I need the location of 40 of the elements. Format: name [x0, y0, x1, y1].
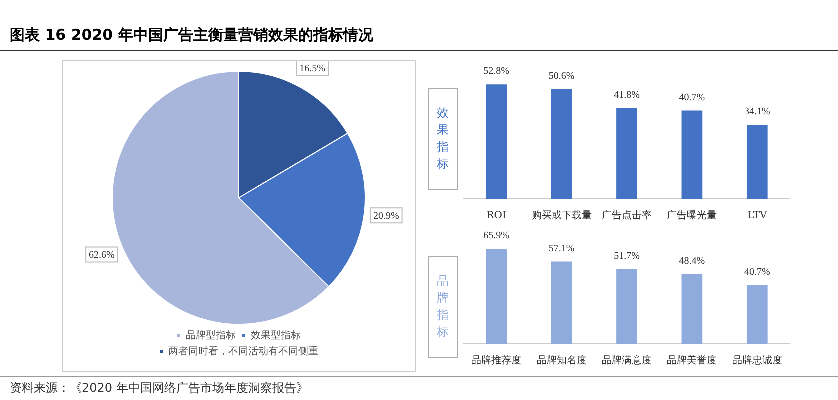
- bar: [746, 125, 768, 199]
- data-label: 52.8%: [484, 66, 510, 78]
- data-label: 41.8%: [614, 90, 640, 102]
- x-tick-label: 品牌知名度: [536, 354, 587, 367]
- x-tick-label: 品牌忠诚度: [732, 354, 782, 367]
- data-label: 51.7%: [614, 251, 640, 262]
- chart-title: 图表 16 2020 年中国广告主衡量营销效果的指标情况: [10, 26, 374, 45]
- data-label: 62.6%: [89, 250, 115, 261]
- data-label: 57.1%: [548, 243, 575, 254]
- legend-label: 品牌型指标: [186, 330, 236, 342]
- data-label: 65.9%: [484, 230, 510, 242]
- bar: [486, 249, 508, 344]
- x-tick-label: 品牌推荐度: [472, 354, 522, 367]
- x-tick-label: 品牌美誉度: [667, 354, 718, 367]
- bar: [486, 84, 508, 199]
- bar: [682, 110, 703, 199]
- bar: [682, 274, 703, 344]
- x-tick-label: 广告点击率: [602, 210, 652, 222]
- x-tick-label: LTV: [748, 210, 768, 222]
- bar: [551, 262, 572, 344]
- data-label: 48.4%: [679, 256, 706, 267]
- bar: [746, 285, 768, 344]
- bar: [616, 270, 638, 344]
- data-label: 40.7%: [744, 267, 770, 278]
- data-label: 34.1%: [744, 106, 770, 118]
- bar: [551, 89, 572, 199]
- x-tick-label: 购买或下载量: [532, 210, 592, 222]
- x-tick-label: 品牌满意度: [602, 354, 652, 367]
- y-axis-title: 品牌指标: [428, 256, 458, 358]
- data-label: 40.7%: [679, 92, 706, 104]
- data-label: 50.6%: [548, 70, 575, 82]
- bar: [616, 108, 638, 199]
- legend-label: 效果型指标: [251, 330, 301, 342]
- data-label: 20.9%: [373, 210, 400, 222]
- x-tick-label: 广告曝光量: [667, 210, 718, 222]
- text: 资料来源：《2020 年中国网络广告市场年度洞察报告》: [10, 380, 308, 397]
- x-tick-label: ROI: [486, 210, 506, 222]
- legend-label: 两者同时看，不同活动有不同侧重: [168, 346, 318, 358]
- data-label: 16.5%: [300, 64, 326, 75]
- y-axis-title: 效果指标: [428, 88, 458, 190]
